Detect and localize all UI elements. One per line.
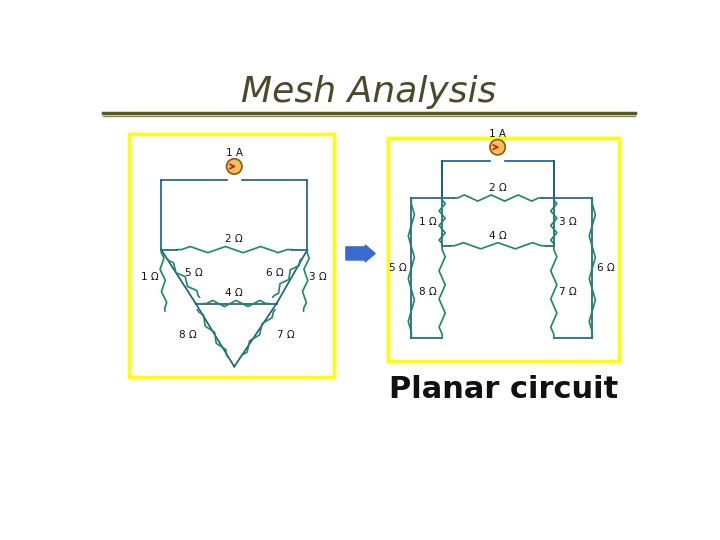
Bar bbox=[388, 138, 619, 361]
Text: Mesh Analysis: Mesh Analysis bbox=[241, 75, 497, 109]
Circle shape bbox=[227, 159, 242, 174]
Text: 4 Ω: 4 Ω bbox=[489, 231, 506, 241]
Text: 1 Ω: 1 Ω bbox=[141, 272, 159, 281]
Text: 1 A: 1 A bbox=[226, 148, 243, 158]
Text: 2 Ω: 2 Ω bbox=[225, 234, 243, 244]
Text: 4 Ω: 4 Ω bbox=[225, 288, 243, 298]
Text: 6 Ω: 6 Ω bbox=[598, 263, 615, 273]
Text: 1 Ω: 1 Ω bbox=[420, 217, 437, 227]
Text: 5 Ω: 5 Ω bbox=[389, 263, 406, 273]
Text: 3 Ω: 3 Ω bbox=[559, 217, 577, 227]
Text: 7 Ω: 7 Ω bbox=[277, 330, 294, 340]
Text: 8 Ω: 8 Ω bbox=[420, 287, 437, 297]
Text: Planar circuit: Planar circuit bbox=[389, 375, 618, 404]
Text: 7 Ω: 7 Ω bbox=[559, 287, 577, 297]
Text: 3 Ω: 3 Ω bbox=[310, 272, 327, 281]
Text: 6 Ω: 6 Ω bbox=[266, 268, 284, 278]
Circle shape bbox=[490, 139, 505, 155]
Text: 2 Ω: 2 Ω bbox=[489, 183, 506, 193]
Text: 5 Ω: 5 Ω bbox=[184, 268, 202, 278]
Text: 8 Ω: 8 Ω bbox=[179, 330, 197, 340]
Bar bbox=[129, 134, 334, 377]
FancyArrow shape bbox=[346, 245, 375, 262]
Text: 1 A: 1 A bbox=[489, 129, 506, 139]
